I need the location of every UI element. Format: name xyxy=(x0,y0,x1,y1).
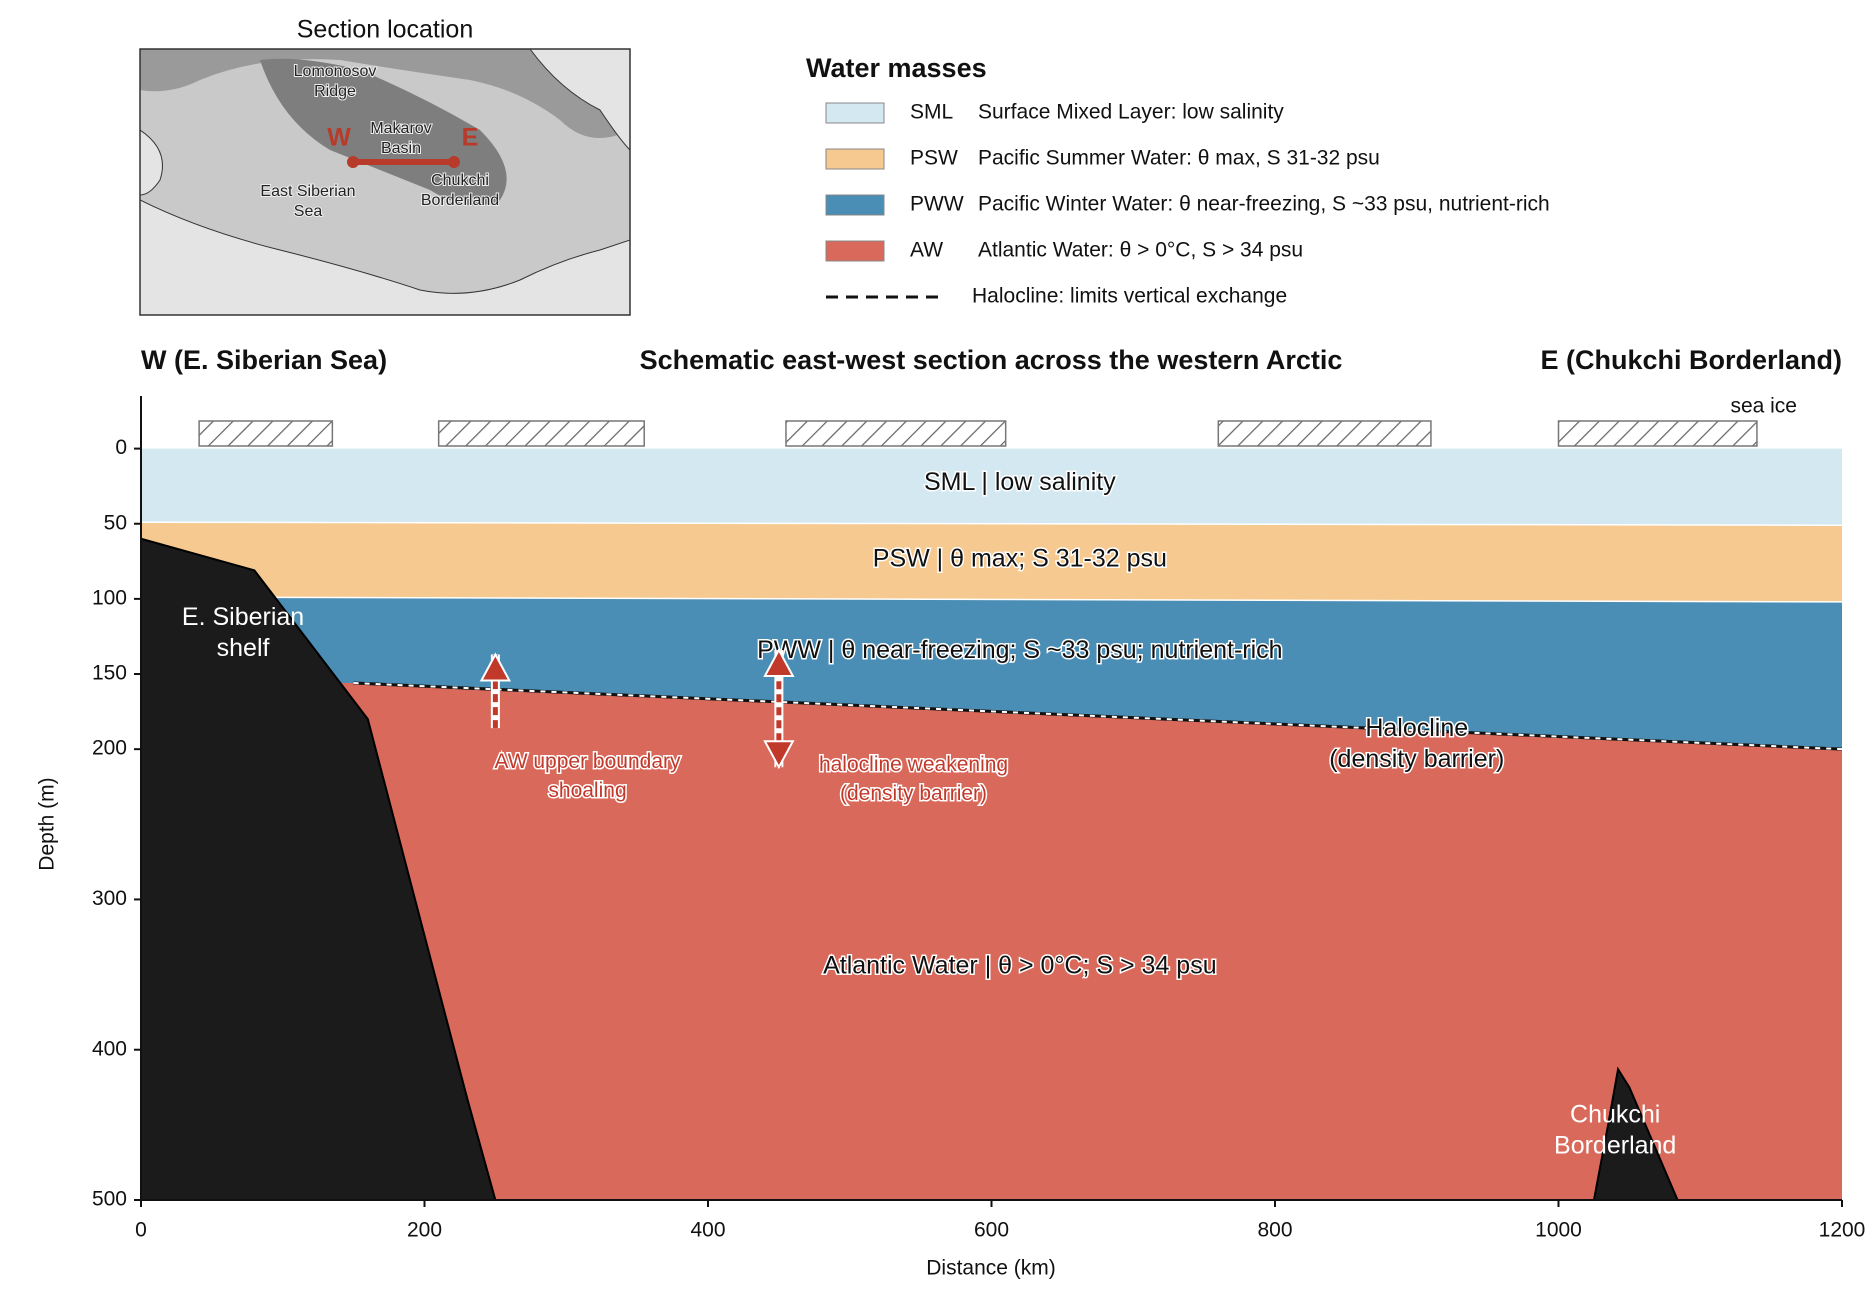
water-layer xyxy=(141,597,1842,750)
layer-label: SML | low salinity xyxy=(924,468,1116,496)
layer-label: PSW | θ max; S 31-32 psu xyxy=(873,544,1167,572)
arrow-head xyxy=(763,647,795,677)
map-east: E xyxy=(462,124,479,152)
map-label: Lomonosov xyxy=(294,63,377,80)
water-layer xyxy=(141,522,1842,602)
map-inset xyxy=(140,49,630,315)
x-tick-label: 1200 xyxy=(1819,1219,1866,1242)
legend-abbr: PSW xyxy=(910,147,958,170)
map-label: Ridge xyxy=(314,83,356,100)
legend-swatch xyxy=(825,102,885,124)
sea-ice xyxy=(1217,420,1432,447)
legend-abbr: AW xyxy=(910,239,943,262)
map-label: Makarov xyxy=(370,120,431,137)
map-land xyxy=(529,49,630,151)
halocline xyxy=(353,681,1843,751)
sea-ice xyxy=(785,420,1007,447)
legend-abbr: PWW xyxy=(910,193,964,216)
map-label: Basin xyxy=(381,140,421,157)
chart-title: Schematic east-west section across the w… xyxy=(640,345,1343,375)
x-axis-label: Distance (km) xyxy=(926,1257,1056,1280)
map-labels: Lomonosov Ridge Makarov Basin East Siberian S… xyxy=(259,62,500,221)
legend-description: Surface Mixed Layer: low salinity xyxy=(978,101,1284,124)
map-deep-basin xyxy=(260,58,507,206)
annotation: (density barrier) xyxy=(840,782,987,805)
left-label: W (E. Siberian Sea) xyxy=(141,345,387,375)
legend-swatch xyxy=(825,194,885,216)
y-tick-label: 400 xyxy=(92,1037,127,1060)
map-basin xyxy=(140,49,630,138)
landform-label: E. Siberian xyxy=(182,603,304,631)
layer-label: Atlantic Water | θ > 0°C; S > 34 psu xyxy=(823,952,1217,980)
arrow-head xyxy=(479,652,512,682)
halocline-label: (density barrier) xyxy=(1329,745,1504,773)
sea-ice xyxy=(1557,420,1758,447)
x-tick-label: 1000 xyxy=(1535,1219,1582,1242)
annotation: halocline weakening xyxy=(819,753,1008,776)
sea-ice xyxy=(437,420,645,447)
sea-ice xyxy=(198,420,334,447)
map-title: Section location xyxy=(297,16,474,44)
x-tick-label: 400 xyxy=(690,1219,725,1242)
layer-label: PWW | θ near-freezing; S ~33 psu; nutrie… xyxy=(757,636,1282,664)
landform-label: Chukchi xyxy=(1570,1100,1660,1128)
y-tick-label: 300 xyxy=(92,887,127,910)
y-tick-label: 500 xyxy=(92,1188,127,1211)
y-tick-label: 0 xyxy=(115,436,127,459)
annotation: AW upper boundary xyxy=(495,750,681,773)
map-label: Sea xyxy=(294,203,323,220)
annotation: shoaling xyxy=(548,779,626,802)
map-label: Chukchi xyxy=(431,172,489,189)
map-frame xyxy=(139,48,631,316)
x-tick-label: 800 xyxy=(1257,1219,1292,1242)
map-label: Borderland xyxy=(421,192,499,209)
sea-ice-label: sea ice xyxy=(1730,395,1797,418)
water-layer xyxy=(141,683,1842,1200)
legend-description: Pacific Winter Water: θ near-freezing, S… xyxy=(978,193,1550,216)
right-label: E (Chukchi Borderland) xyxy=(1540,345,1842,375)
y-tick-label: 100 xyxy=(92,586,127,609)
water-layer xyxy=(141,448,1842,526)
halocline-label: Halocline xyxy=(1365,714,1468,742)
y-tick-label: 200 xyxy=(92,737,127,760)
map-section-end xyxy=(347,156,359,168)
legend-swatch xyxy=(825,240,885,262)
legend-description: Pacific Summer Water: θ max, S 31-32 psu xyxy=(978,147,1380,170)
legend-title: Water masses xyxy=(806,53,987,83)
y-tick-label: 150 xyxy=(92,662,127,685)
legend-description: Halocline: limits vertical exchange xyxy=(972,285,1287,308)
legend-description: Atlantic Water: θ > 0°C, S > 34 psu xyxy=(978,239,1303,262)
map-label: East Siberian xyxy=(260,183,355,200)
legend-swatch xyxy=(825,148,885,170)
layer-boundary xyxy=(140,521,1843,526)
map-section-end xyxy=(448,156,460,168)
landform-label: shelf xyxy=(217,634,270,662)
map-land xyxy=(140,129,163,196)
landform-label: Borderland xyxy=(1554,1131,1676,1159)
y-axis-label: Depth (m) xyxy=(36,777,59,870)
legend: SML Surface Mixed Layer: low salinity PSW P… xyxy=(825,101,1550,308)
legend-abbr: SML xyxy=(910,101,953,124)
x-tick-label: 200 xyxy=(407,1219,442,1242)
x-tick-label: 0 xyxy=(135,1219,147,1242)
x-tick-label: 600 xyxy=(974,1219,1009,1242)
arrow-head xyxy=(763,740,795,770)
y-tick-label: 50 xyxy=(104,511,127,534)
map-west: W xyxy=(327,124,351,152)
map-land xyxy=(140,199,630,315)
